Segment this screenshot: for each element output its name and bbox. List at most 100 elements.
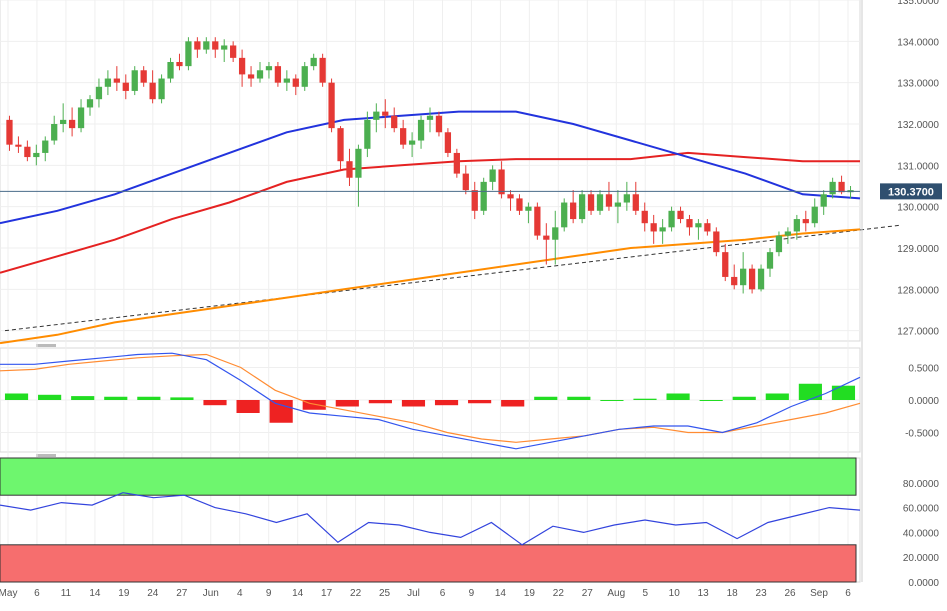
candle-body — [784, 231, 792, 236]
macd-histogram-bar — [633, 398, 657, 400]
candle-body — [570, 202, 577, 220]
candle-body — [292, 78, 299, 87]
price-y-tick: 133.0000 — [897, 79, 939, 90]
candle-body — [158, 78, 165, 100]
macd-line — [0, 352, 861, 450]
candle-body — [704, 223, 711, 232]
macd-histogram-bar — [4, 393, 29, 400]
x-tick-label: 22 — [553, 588, 565, 599]
x-tick-label: Aug — [607, 588, 625, 599]
candle-body — [364, 119, 371, 149]
macd-histogram-bar — [38, 394, 62, 400]
rsi-y-tick: 80.0000 — [903, 479, 940, 490]
macd-y-tick: -0.5000 — [905, 429, 939, 440]
candle-body — [131, 70, 138, 91]
candle-body — [212, 41, 219, 50]
x-tick-label: Sep — [810, 588, 828, 599]
candle-body — [113, 78, 120, 83]
candle-body — [543, 235, 550, 240]
candle-body — [775, 235, 783, 253]
candle-body — [203, 41, 210, 50]
x-tick-label: 14 — [495, 588, 507, 599]
x-tick-label: 6 — [34, 588, 40, 599]
candle-body — [444, 132, 452, 153]
candle-body — [802, 219, 809, 224]
candle-body — [15, 144, 22, 147]
candle-body — [525, 206, 532, 211]
macd-histogram-bar — [203, 400, 227, 406]
candle-body — [596, 194, 604, 211]
x-tick-label: Jun — [203, 588, 219, 599]
candle-body — [740, 268, 747, 286]
rsi-y-tick: 60.0000 — [903, 504, 940, 515]
panel-resize-handle — [36, 454, 56, 457]
price-y-tick: 134.0000 — [897, 37, 939, 48]
candle-body — [632, 194, 639, 211]
macd-histogram-bar — [71, 396, 95, 400]
candle-body — [176, 62, 183, 67]
x-tick-label: 22 — [350, 588, 362, 599]
candle-body — [534, 206, 541, 236]
candle-body — [435, 115, 443, 133]
candle-body — [498, 169, 505, 195]
macd-histogram-bar — [269, 400, 293, 423]
candle-body — [328, 82, 335, 129]
candle-body — [766, 252, 774, 269]
current-price-tag — [880, 183, 942, 200]
rsi-y-tick: 0.0000 — [908, 578, 939, 589]
x-tick-label: 6 — [440, 588, 446, 599]
candle-body — [748, 268, 756, 290]
candle-body — [51, 124, 58, 141]
macd-histogram-bar — [104, 396, 128, 400]
candle-body — [471, 190, 478, 211]
candle-body — [417, 119, 425, 141]
candle-body — [283, 78, 290, 83]
macd-histogram-bar — [732, 396, 756, 400]
macd-histogram-bar — [434, 400, 459, 406]
candle-body — [230, 45, 237, 58]
support-trendline — [4, 224, 900, 332]
macd-y-tick: 0.0000 — [908, 396, 939, 407]
candle-body — [695, 223, 702, 228]
candle-body — [713, 231, 720, 253]
candle-body — [641, 210, 648, 224]
x-tick-label: 6 — [845, 588, 851, 599]
candle-body — [400, 128, 407, 145]
candle-body — [668, 210, 675, 228]
macd-histogram-bar — [831, 385, 856, 400]
macd-histogram-bar — [501, 400, 525, 407]
candle-body — [614, 202, 622, 207]
candle-body — [820, 194, 827, 207]
candle-body — [301, 66, 308, 87]
candle-body — [731, 276, 738, 286]
current-price-label: 130.3700 — [888, 186, 934, 198]
candle-body — [319, 57, 326, 83]
candle-body — [185, 41, 192, 67]
candle-body — [561, 202, 568, 228]
candle-body — [149, 82, 156, 100]
price-y-tick: 135.0000 — [897, 0, 939, 7]
panel-resize-handle — [36, 344, 56, 347]
price-y-tick: 129.0000 — [897, 244, 939, 255]
price-y-tick: 128.0000 — [897, 285, 939, 296]
candle-body — [310, 57, 317, 67]
x-tick-label: 14 — [292, 588, 304, 599]
candle-body — [453, 152, 460, 174]
x-tick-label: 25 — [379, 588, 391, 599]
candle-body — [391, 115, 398, 129]
macd-histogram-bar — [468, 400, 492, 404]
candle-body — [337, 128, 344, 162]
candle-body — [194, 41, 201, 50]
macd-histogram-bar — [335, 400, 359, 407]
candle-body — [793, 219, 800, 232]
x-tick-label: 26 — [785, 588, 797, 599]
price-y-tick: 132.0000 — [897, 120, 939, 131]
candle-body — [373, 111, 380, 120]
candle-body — [722, 252, 729, 277]
x-tick-label: 27 — [176, 588, 188, 599]
x-tick-label: 14 — [89, 588, 101, 599]
price-panel — [0, 0, 861, 342]
macd-histogram-bar — [137, 396, 161, 400]
candle-body — [86, 99, 94, 108]
price-y-tick: 130.0000 — [897, 203, 939, 214]
